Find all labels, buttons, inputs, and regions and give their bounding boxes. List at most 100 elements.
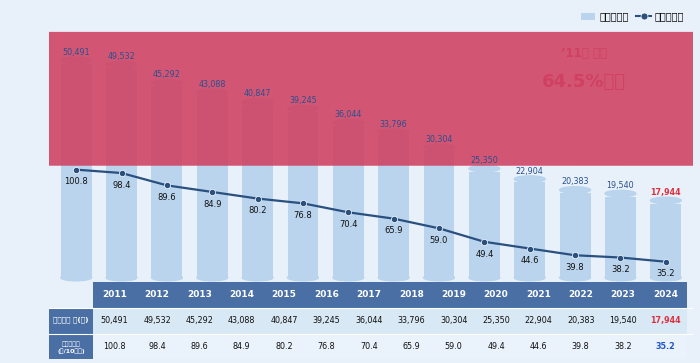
Text: 20,383: 20,383 xyxy=(567,316,594,325)
Text: 40,847: 40,847 xyxy=(244,89,272,98)
Text: 2017: 2017 xyxy=(356,290,382,299)
Text: 59.0: 59.0 xyxy=(430,236,448,245)
Text: 36,044: 36,044 xyxy=(355,316,383,325)
Ellipse shape xyxy=(288,274,318,281)
Legend: 결핵환자수, 결핶환자율: 결핵환자수, 결핶환자율 xyxy=(577,8,688,25)
Ellipse shape xyxy=(469,165,500,172)
Text: 84.9: 84.9 xyxy=(203,200,221,209)
Bar xyxy=(560,193,591,278)
Text: 44.6: 44.6 xyxy=(521,256,539,265)
FancyBboxPatch shape xyxy=(93,334,687,359)
Text: 100.8: 100.8 xyxy=(64,178,88,186)
Ellipse shape xyxy=(378,274,409,281)
Text: 43,088: 43,088 xyxy=(199,80,226,89)
Text: 49.4: 49.4 xyxy=(487,342,505,351)
Text: 2015: 2015 xyxy=(272,290,297,299)
Ellipse shape xyxy=(151,79,182,86)
Ellipse shape xyxy=(605,274,636,281)
Text: 2012: 2012 xyxy=(145,290,169,299)
Text: 19,540: 19,540 xyxy=(609,316,637,325)
Ellipse shape xyxy=(514,274,545,281)
Bar xyxy=(288,112,318,278)
Text: 2011: 2011 xyxy=(102,290,127,299)
Ellipse shape xyxy=(560,274,591,281)
Ellipse shape xyxy=(605,190,636,197)
Text: 35.2: 35.2 xyxy=(656,342,676,351)
Text: 44.6: 44.6 xyxy=(530,342,547,351)
Text: 33,796: 33,796 xyxy=(398,316,425,325)
Text: 40,847: 40,847 xyxy=(270,316,298,325)
Ellipse shape xyxy=(242,99,273,105)
Text: 39,245: 39,245 xyxy=(289,96,317,105)
Text: 25,350: 25,350 xyxy=(470,156,498,165)
Text: 17,944: 17,944 xyxy=(650,188,681,197)
Polygon shape xyxy=(0,32,700,166)
Text: 76.8: 76.8 xyxy=(318,342,335,351)
Text: 43,088: 43,088 xyxy=(228,316,256,325)
Bar xyxy=(333,126,364,278)
Ellipse shape xyxy=(378,129,409,135)
Text: 80.2: 80.2 xyxy=(275,342,293,351)
Text: 84.9: 84.9 xyxy=(233,342,251,351)
Ellipse shape xyxy=(514,176,545,182)
Bar xyxy=(151,86,182,278)
Text: 19,540: 19,540 xyxy=(607,181,634,190)
Ellipse shape xyxy=(650,197,681,204)
Text: 50,491: 50,491 xyxy=(62,48,90,57)
Text: 결핵환자율
(명/10만명): 결핵환자율 (명/10만명) xyxy=(57,342,85,354)
Text: 39.8: 39.8 xyxy=(572,342,589,351)
Bar xyxy=(605,197,636,278)
Text: 30,304: 30,304 xyxy=(426,135,453,144)
Text: 39,245: 39,245 xyxy=(313,316,340,325)
Bar xyxy=(197,95,228,278)
Text: 50,491: 50,491 xyxy=(101,316,129,325)
Text: 45,292: 45,292 xyxy=(186,316,214,325)
FancyBboxPatch shape xyxy=(93,308,687,334)
Ellipse shape xyxy=(469,274,500,281)
Ellipse shape xyxy=(106,61,137,68)
Text: 2019: 2019 xyxy=(441,290,466,299)
Text: 결핵환자 수(명): 결핵환자 수(명) xyxy=(53,316,89,323)
Text: ’11년 대비: ’11년 대비 xyxy=(561,48,607,60)
Text: 2024: 2024 xyxy=(653,290,678,299)
Text: 89.6: 89.6 xyxy=(158,193,176,202)
Ellipse shape xyxy=(197,274,228,281)
Ellipse shape xyxy=(151,274,182,281)
Text: 70.4: 70.4 xyxy=(360,342,378,351)
Text: 39.8: 39.8 xyxy=(566,263,584,272)
Text: 33,796: 33,796 xyxy=(380,120,407,129)
Text: 89.6: 89.6 xyxy=(190,342,208,351)
Ellipse shape xyxy=(424,274,454,281)
Text: 70.4: 70.4 xyxy=(339,220,358,229)
Text: 22,904: 22,904 xyxy=(516,167,544,176)
Ellipse shape xyxy=(424,144,454,151)
Text: 30,304: 30,304 xyxy=(440,316,468,325)
Ellipse shape xyxy=(650,274,681,281)
Text: 2022: 2022 xyxy=(568,290,593,299)
Text: 20,383: 20,383 xyxy=(561,178,589,187)
Text: 59.0: 59.0 xyxy=(444,342,463,351)
Bar xyxy=(61,64,92,278)
Text: 2018: 2018 xyxy=(399,290,423,299)
Ellipse shape xyxy=(288,106,318,112)
Ellipse shape xyxy=(333,274,364,281)
Bar xyxy=(242,105,273,278)
Text: 49.4: 49.4 xyxy=(475,249,493,258)
Ellipse shape xyxy=(242,274,273,281)
Text: 80.2: 80.2 xyxy=(248,206,267,215)
Text: 38.2: 38.2 xyxy=(615,342,632,351)
Text: 25,350: 25,350 xyxy=(482,316,510,325)
Ellipse shape xyxy=(61,57,92,64)
Bar xyxy=(469,172,500,278)
Text: 36,044: 36,044 xyxy=(335,110,362,119)
Text: 65.9: 65.9 xyxy=(402,342,420,351)
Text: 76.8: 76.8 xyxy=(293,211,312,220)
Text: 65.9: 65.9 xyxy=(384,227,403,235)
Bar xyxy=(378,135,409,278)
Text: 2013: 2013 xyxy=(187,290,212,299)
Bar xyxy=(650,204,681,278)
FancyBboxPatch shape xyxy=(93,282,687,308)
Text: 2021: 2021 xyxy=(526,290,551,299)
Text: 45,292: 45,292 xyxy=(153,70,181,79)
Ellipse shape xyxy=(560,187,591,193)
